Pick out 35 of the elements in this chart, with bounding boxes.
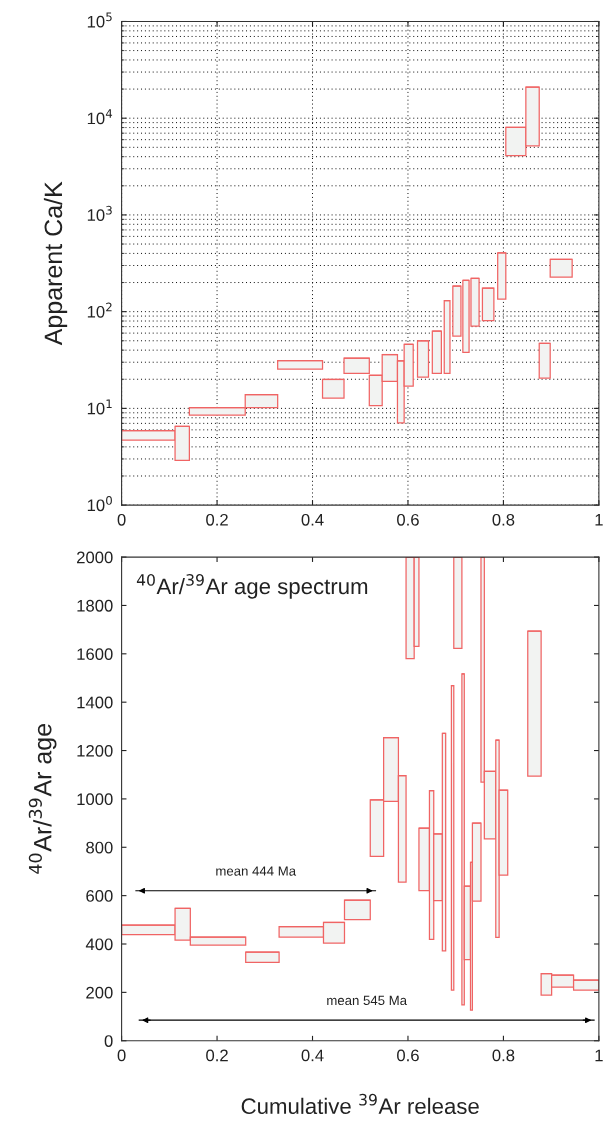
x-tick-label: 1 (595, 514, 603, 526)
x-tick-label: 0.4 (301, 513, 324, 526)
x-tick-label: 0.2 (206, 513, 228, 526)
x-tick-label: 0.6 (397, 1049, 419, 1062)
y-axis-title: Apparent Ca/K (43, 181, 68, 346)
y-tick-label: 600 (86, 890, 113, 902)
y-tick-label: 2000 (77, 551, 113, 564)
x-tick-label: 0.6 (397, 513, 419, 526)
y-axis-title: $^{40}$Ar/$^{39}$Ar age (28, 724, 57, 874)
y-tick-label: 200 (86, 986, 113, 999)
y-tick-label: 10$^{3}$ (87, 205, 112, 221)
x-tick-label: 0.4 (301, 1049, 324, 1062)
y-tick-label: 10$^{2}$ (87, 302, 112, 318)
series-label: mean 545 Ma (327, 995, 408, 1006)
y-tick-label: 400 (85, 938, 113, 951)
y-tick-label: 0 (104, 1035, 113, 1047)
x-tick-label: 0.8 (492, 513, 515, 526)
y-tick-label: 1000 (77, 793, 113, 806)
y-tick-label: 1400 (77, 696, 113, 709)
y-tick-label: 800 (86, 841, 113, 854)
y-tick-label: 1800 (77, 599, 113, 612)
y-tick-label: 10$^{4}$ (87, 109, 113, 125)
y-tick-label: 1200 (77, 744, 113, 757)
y-tick-label: 10$^{1}$ (87, 399, 112, 415)
x-axis-title: Cumulative $^{39}$Ar release (241, 1093, 479, 1115)
series-label: mean 444 Ma (216, 866, 297, 876)
x-tick-label: 0.8 (492, 1049, 515, 1062)
y-tick-label: 1600 (77, 648, 113, 661)
x-tick-label: 1 (595, 1049, 603, 1062)
y-tick-label: 10$^{5}$ (87, 12, 112, 28)
x-tick-label: 0 (117, 513, 126, 526)
y-tick-label: 10$^{0}$ (87, 495, 112, 512)
x-tick-label: 0 (117, 1049, 126, 1062)
x-tick-label: 0.2 (206, 1049, 228, 1062)
text: $^{40}$Ar/$^{39}$Ar age spectrum (136, 574, 368, 599)
